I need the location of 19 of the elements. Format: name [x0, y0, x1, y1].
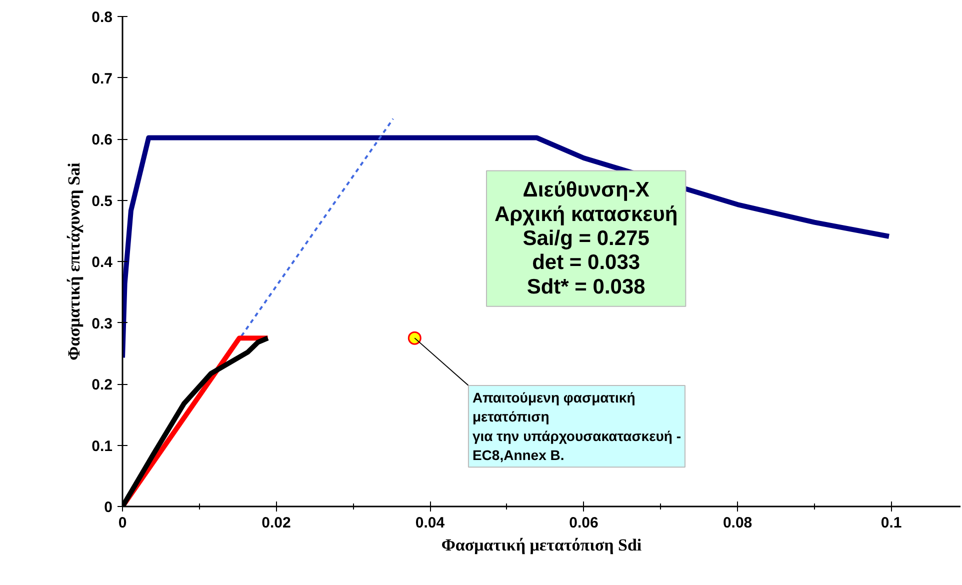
- x-axis-title: Φασματική μετατόπιση Sdi: [441, 536, 642, 554]
- annotation: Απαιτούμενη φασματική μετατόπιση για την υπάρχουσακατασκευή - EC8,Annex B.: [472, 390, 682, 464]
- x-tick-label: 0.06: [569, 514, 598, 532]
- y-tick-label: 0: [104, 499, 112, 516]
- y-tick-label: 0.7: [92, 70, 113, 88]
- y-axis-title: Φασματική επιτάχυνση Sai: [64, 162, 84, 360]
- y-tick-label: 0.1: [92, 438, 113, 455]
- y-tick-label: 0.6: [92, 132, 113, 148]
- x-tick-label: 0.08: [722, 514, 752, 532]
- y-tick-label: 0.8: [92, 9, 113, 26]
- y-tick-label: 0.4: [92, 254, 114, 271]
- y-tick-label: 0.3: [92, 315, 113, 332]
- x-tick-label: 0.02: [262, 514, 291, 532]
- y-tick-label: 0.5: [92, 192, 113, 210]
- x-tick-label: 0.04: [415, 514, 446, 532]
- x-tick-label: 0.1: [880, 514, 902, 532]
- annotation: Διεύθυνση-Χ Αρχική κατασκευή Sai/g = 0.275 det = 0.033 Sdt* = 0.038: [494, 178, 678, 298]
- y-tick-label: 0.2: [92, 376, 113, 394]
- x-tick-label: 0: [118, 514, 127, 532]
